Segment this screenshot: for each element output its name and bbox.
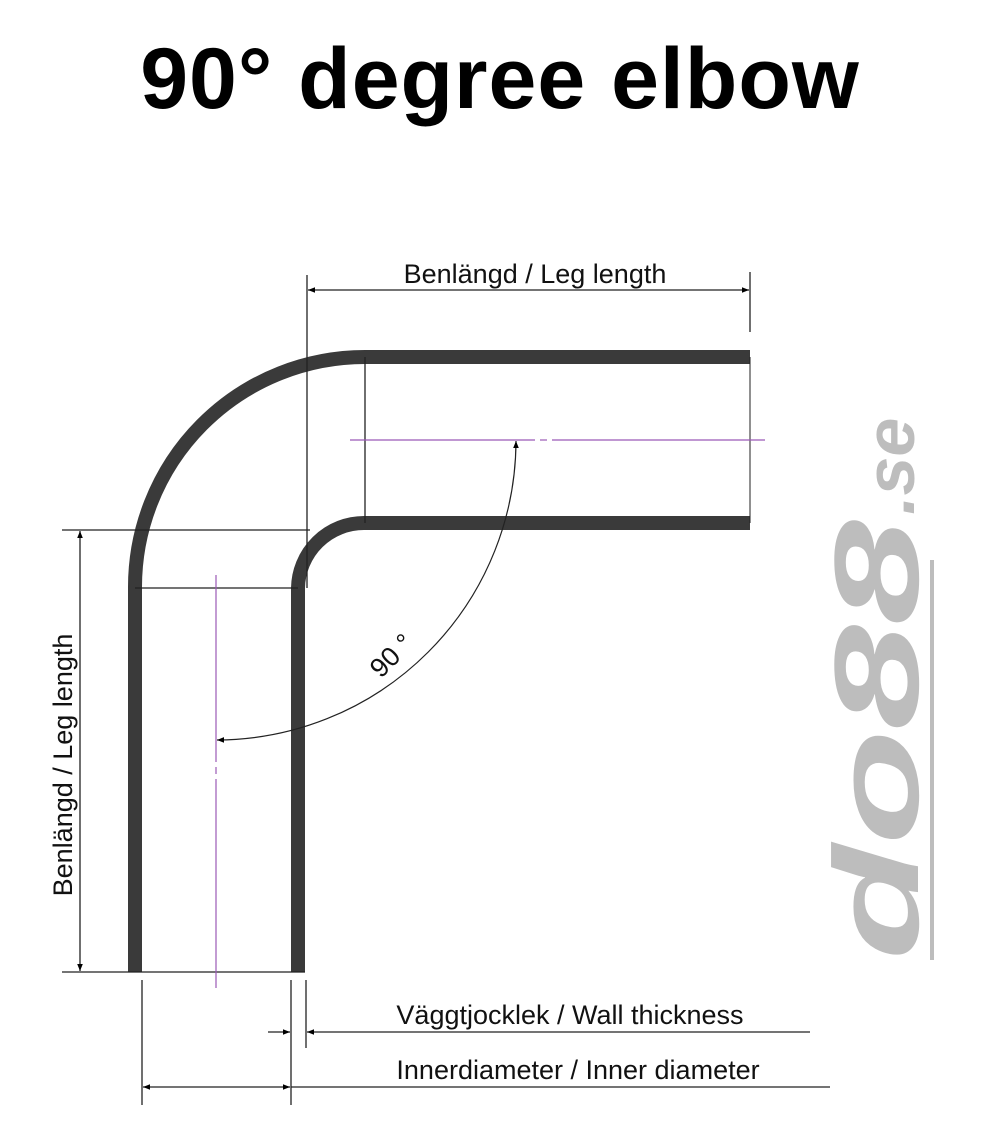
inner-diameter-label: Innerdiameter / Inner diameter [396, 1055, 759, 1085]
svg-text:.se: .se [851, 418, 929, 515]
angle-label: 90 ° [364, 628, 419, 683]
pipe [127, 350, 750, 972]
diagram-title: 90° degree elbow [140, 31, 860, 127]
leg-length-top-label: Benlängd / Leg length [404, 259, 667, 289]
wall-thickness-label: Väggtjocklek / Wall thickness [396, 1000, 743, 1030]
outer-wall [127, 350, 750, 972]
inner-wall [291, 516, 750, 972]
leg-length-left-label: Benlängd / Leg length [48, 634, 78, 897]
svg-text:do88: do88 [810, 520, 944, 960]
angle-arc [216, 440, 519, 743]
dimension-lines [62, 272, 830, 1105]
centerlines [215, 439, 765, 988]
do88-logo: do88 .se [810, 418, 944, 960]
